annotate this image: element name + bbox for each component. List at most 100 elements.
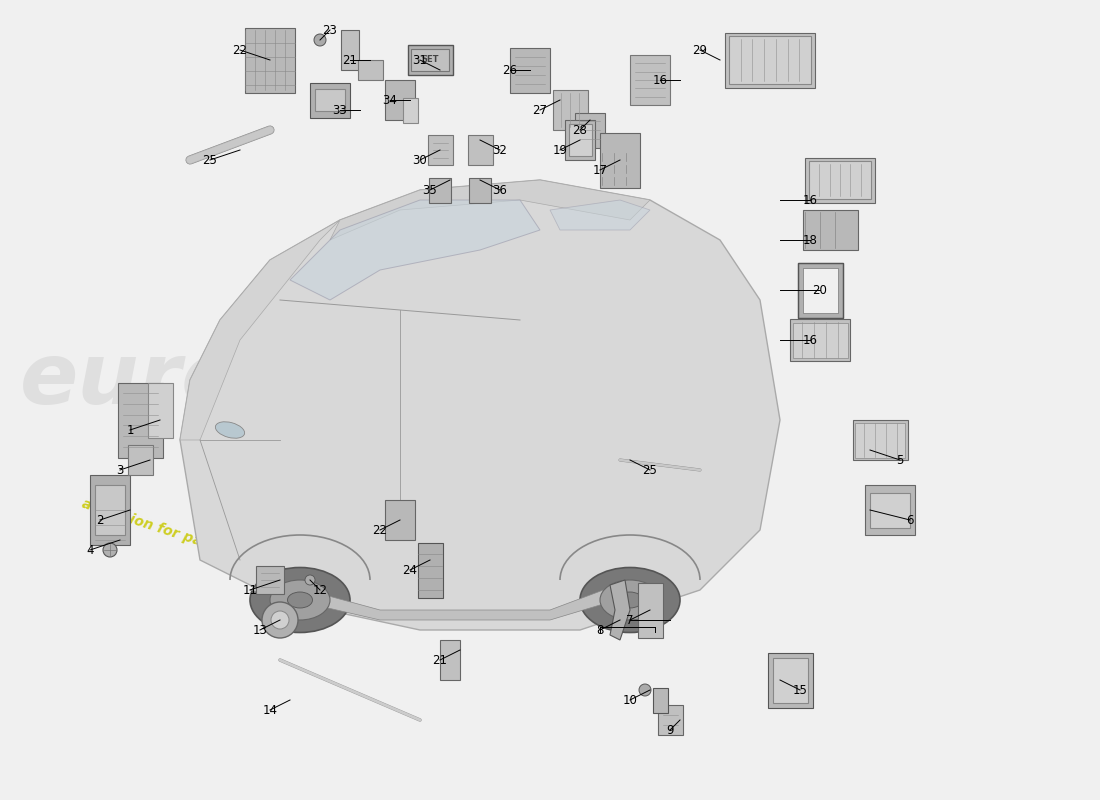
Circle shape — [314, 34, 326, 46]
Text: 29: 29 — [693, 43, 707, 57]
Text: 32: 32 — [493, 143, 507, 157]
Bar — [440, 640, 460, 680]
Bar — [798, 262, 843, 318]
Circle shape — [271, 611, 289, 629]
Polygon shape — [550, 200, 650, 230]
Text: 12: 12 — [312, 583, 328, 597]
Polygon shape — [290, 200, 540, 300]
Ellipse shape — [270, 580, 330, 620]
Bar — [852, 420, 907, 460]
Text: 33: 33 — [332, 103, 348, 117]
Bar — [385, 500, 415, 540]
Text: 21: 21 — [342, 54, 358, 66]
Bar — [510, 47, 550, 93]
Text: 1: 1 — [126, 423, 134, 437]
Bar — [808, 161, 871, 199]
Bar — [790, 319, 850, 361]
Ellipse shape — [600, 580, 660, 620]
Bar — [469, 178, 491, 202]
Bar — [803, 210, 858, 250]
Text: 2: 2 — [97, 514, 103, 526]
Ellipse shape — [580, 567, 680, 633]
Text: 22: 22 — [373, 523, 387, 537]
Bar — [315, 89, 345, 111]
Text: 31: 31 — [412, 54, 428, 66]
Text: 20: 20 — [813, 283, 827, 297]
Bar — [245, 27, 295, 93]
Text: 22: 22 — [232, 43, 248, 57]
Ellipse shape — [617, 592, 642, 608]
Text: 16: 16 — [652, 74, 668, 86]
Bar — [385, 80, 415, 120]
Bar — [855, 422, 905, 458]
Text: 5: 5 — [896, 454, 904, 466]
Text: 14: 14 — [263, 703, 277, 717]
Text: 36: 36 — [493, 183, 507, 197]
Ellipse shape — [287, 592, 312, 608]
Bar — [725, 33, 815, 87]
Text: 26: 26 — [503, 63, 517, 77]
Text: 34: 34 — [383, 94, 397, 106]
Polygon shape — [180, 180, 780, 630]
Text: 25: 25 — [642, 463, 658, 477]
Bar — [403, 98, 418, 122]
Ellipse shape — [216, 422, 244, 438]
Bar — [569, 124, 592, 156]
Bar — [256, 566, 284, 594]
Text: 11: 11 — [242, 583, 257, 597]
Text: SET: SET — [421, 55, 439, 65]
Text: 23: 23 — [322, 23, 338, 37]
Bar — [429, 178, 451, 202]
Bar — [798, 262, 843, 318]
Bar — [803, 267, 837, 313]
Bar — [652, 687, 668, 713]
Text: 4: 4 — [86, 543, 94, 557]
Text: 8: 8 — [596, 623, 604, 637]
Text: 6: 6 — [906, 514, 914, 526]
Text: 3: 3 — [117, 463, 123, 477]
Bar — [407, 45, 452, 75]
Bar — [552, 90, 587, 130]
Circle shape — [305, 575, 315, 585]
Polygon shape — [330, 180, 650, 240]
Polygon shape — [180, 220, 340, 440]
Bar — [805, 158, 874, 202]
Bar — [865, 485, 915, 535]
Bar — [729, 36, 811, 84]
Bar — [418, 542, 442, 598]
Polygon shape — [610, 580, 630, 640]
Text: 17: 17 — [593, 163, 607, 177]
Text: 28: 28 — [573, 123, 587, 137]
Text: 16: 16 — [803, 334, 817, 346]
Bar — [870, 493, 910, 527]
Text: 13: 13 — [253, 623, 267, 637]
Bar — [575, 113, 605, 147]
Bar — [147, 382, 173, 438]
Text: 25: 25 — [202, 154, 218, 166]
Bar — [772, 658, 807, 702]
Text: 35: 35 — [422, 183, 438, 197]
Text: 19: 19 — [552, 143, 568, 157]
Text: a passion for parts since 1985: a passion for parts since 1985 — [80, 497, 309, 583]
Bar — [358, 60, 383, 80]
Text: 21: 21 — [432, 654, 448, 666]
Polygon shape — [250, 580, 650, 620]
Circle shape — [639, 684, 651, 696]
Bar — [95, 485, 125, 535]
Text: 18: 18 — [803, 234, 817, 246]
Text: europes: europes — [20, 338, 412, 422]
Circle shape — [103, 543, 117, 557]
Bar — [658, 705, 682, 735]
Text: 9: 9 — [667, 723, 673, 737]
Text: 24: 24 — [403, 563, 418, 577]
Bar — [468, 135, 493, 165]
Text: 27: 27 — [532, 103, 548, 117]
Bar — [565, 120, 595, 160]
Circle shape — [262, 602, 298, 638]
Text: 15: 15 — [793, 683, 807, 697]
Bar — [600, 133, 640, 187]
Bar — [792, 322, 847, 358]
Bar — [630, 55, 670, 105]
Text: 16: 16 — [803, 194, 817, 206]
Bar — [310, 82, 350, 118]
